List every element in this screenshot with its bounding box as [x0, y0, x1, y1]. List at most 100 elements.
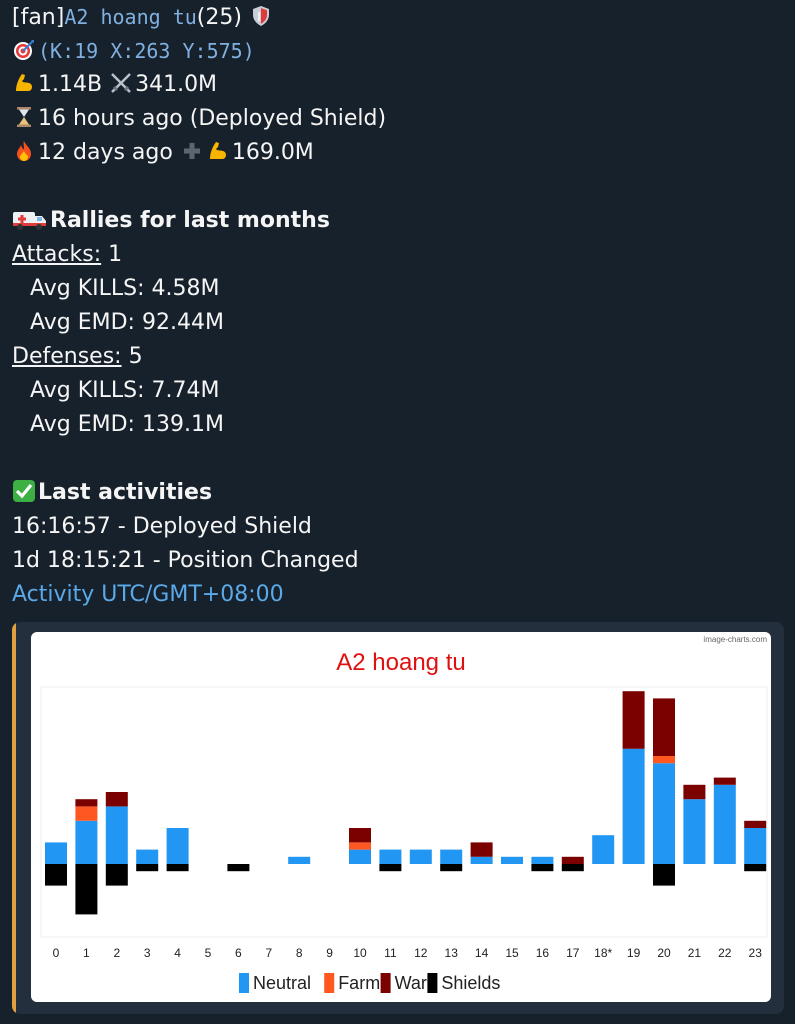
bar-neutral-23 [744, 828, 767, 864]
bar-shields-11 [379, 864, 402, 872]
bar-shields-1 [75, 864, 98, 915]
defenses-line: Defenses: 5 [12, 340, 787, 374]
legend-label-neutral: Neutral [253, 973, 311, 993]
legend-swatch-war [380, 973, 391, 993]
bar-neutral-0 [45, 842, 67, 864]
crossed-swords-icon [109, 71, 133, 95]
burn-power: 169.0M [231, 140, 314, 165]
bar-neutral-4 [166, 828, 189, 864]
bar-war-19 [622, 691, 645, 749]
bar-war-23 [744, 820, 767, 828]
bar-neutral-16 [531, 856, 554, 864]
bar-shields-4 [166, 864, 189, 872]
bar-neutral-20 [653, 763, 675, 864]
alliance-tag: [fan] [12, 5, 65, 30]
bar-neutral-2 [105, 806, 128, 864]
bar-neutral-19 [622, 748, 645, 864]
burn-time: 12 days ago [38, 140, 173, 165]
bar-shields-0 [45, 864, 67, 886]
player-level: (25) [196, 5, 242, 30]
x-tick-label: 6 [235, 946, 242, 960]
x-tick-label: 17 [566, 946, 580, 960]
legend-swatch-neutral [239, 973, 249, 993]
check-mark-icon [12, 479, 36, 503]
x-tick-label: 5 [205, 946, 212, 960]
bar-war-10 [349, 828, 371, 843]
rallies-title-text: Rallies for last months [50, 208, 330, 233]
bar-neutral-14 [470, 856, 493, 864]
rallies-title: Rallies for last months [12, 204, 787, 238]
hourglass-icon [12, 105, 36, 129]
profile-header: [fan]A2 hoang tu(25) [12, 0, 787, 34]
bar-shields-3 [136, 864, 159, 872]
x-tick-label: 3 [144, 946, 151, 960]
defenses-avg-kills: Avg KILLS: 7.74M [30, 378, 220, 403]
activity-link[interactable]: Activity UTC/GMT+08:00 [12, 582, 284, 607]
flexed-biceps-icon [206, 139, 230, 163]
bar-war-20 [653, 698, 675, 756]
chart-ticks: 0 1 2 3 4 5 6 7 8 9 10 11 12 13 14 15 16 17 18* 19 20 21 22 23 [53, 946, 763, 960]
x-tick-label: 10 [353, 946, 367, 960]
bar-neutral-21 [683, 799, 706, 864]
bar-farm-10 [349, 842, 371, 850]
bar-neutral-8 [288, 856, 311, 864]
legend-swatch-farm [324, 973, 335, 993]
attacks-label: Attacks: [12, 242, 102, 267]
x-tick-label: 16 [536, 946, 550, 960]
coords-line: (K:19 X:263 Y:575) [12, 34, 787, 68]
bar-shields-20 [653, 864, 675, 886]
legend-label-farm: Farm [338, 973, 380, 993]
bar-war-22 [713, 777, 736, 785]
coords-link[interactable]: (K:19 X:263 Y:575) [38, 39, 255, 63]
bar-war-14 [470, 842, 493, 857]
power-line: 1.14B 341.0M [12, 68, 787, 102]
bar-shields-13 [440, 864, 463, 872]
x-tick-label: 15 [505, 946, 519, 960]
last-seen-line: 16 hours ago (Deployed Shield) [12, 102, 787, 136]
bar-shields-17 [561, 864, 584, 872]
power-value: 1.14B [38, 72, 103, 97]
bar-shields-23 [744, 864, 767, 872]
x-tick-label: 12 [414, 946, 428, 960]
attacks-avg-kills: Avg KILLS: 4.58M [30, 276, 220, 301]
bar-neutral-12 [409, 849, 432, 864]
legend-label-war: War [395, 973, 427, 993]
shield-icon [249, 4, 273, 28]
bar-neutral-1 [75, 820, 98, 864]
bar-neutral-10 [349, 849, 371, 864]
target-icon [12, 38, 36, 62]
bar-neutral-15 [501, 856, 523, 864]
activity-item: 16:16:57 - Deployed Shield [12, 514, 312, 539]
bar-shields-6 [227, 864, 250, 872]
chart-title: A2 hoang tu [336, 649, 465, 676]
bar-shields-2 [105, 864, 128, 886]
kills-value: 341.0M [135, 72, 218, 97]
attacks-avg-emd: Avg EMD: 92.44M [30, 310, 224, 335]
flexed-biceps-icon [12, 71, 36, 95]
legend-label-shields: Shields [441, 973, 500, 993]
defenses-avg-emd: Avg EMD: 139.1M [30, 412, 224, 437]
ambulance-icon [12, 207, 48, 231]
defenses-label: Defenses: [12, 344, 122, 369]
attacks-line: Attacks: 1 [12, 238, 787, 272]
x-tick-label: 0 [53, 946, 60, 960]
activities-title: Last activities [12, 476, 787, 510]
fire-icon [12, 139, 36, 163]
chart-watermark: image-charts.com [703, 635, 767, 644]
x-tick-label: 8 [296, 946, 303, 960]
player-name[interactable]: A2 hoang tu [64, 5, 197, 29]
attacks-count: 1 [108, 242, 123, 267]
message: [fan]A2 hoang tu(25) (K:19 X:263 Y:575) … [12, 0, 787, 612]
bar-farm-1 [75, 806, 98, 821]
x-tick-label: 23 [749, 946, 763, 960]
legend-swatch-shields [427, 973, 438, 993]
bar-neutral-22 [713, 784, 736, 864]
bar-farm-20 [653, 756, 675, 764]
bar-war-17 [561, 856, 584, 864]
activities-title-text: Last activities [38, 480, 213, 505]
chart-legend: Neutral Farm War Shields [239, 973, 500, 993]
burn-line: 12 days ago 169.0M [12, 136, 787, 170]
